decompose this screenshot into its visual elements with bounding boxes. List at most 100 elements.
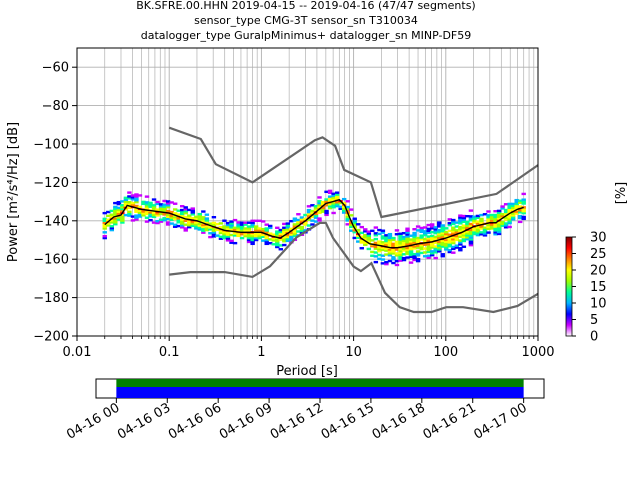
density-cell [412, 256, 417, 260]
density-cell [401, 247, 407, 250]
density-cell [282, 232, 287, 235]
density-cell [271, 239, 276, 242]
low-noise-model-line [169, 221, 539, 314]
density-cell [412, 252, 417, 256]
density-cell [201, 210, 206, 213]
density-cell [475, 216, 481, 220]
density-cell [208, 235, 213, 239]
density-cell [331, 196, 336, 199]
density-cell [461, 218, 467, 222]
density-cell [243, 223, 248, 226]
density-cell [472, 227, 477, 230]
density-cell [345, 219, 350, 222]
density-cell [201, 218, 206, 221]
density-cell [331, 202, 336, 205]
density-cell [412, 258, 417, 262]
density-cell [127, 214, 132, 217]
colorbar-tick-label: 10 [590, 297, 607, 312]
density-cell [183, 229, 188, 232]
density-cell [194, 215, 199, 219]
density-cell [292, 225, 298, 228]
density-cell [268, 238, 273, 241]
density-cell [447, 250, 452, 254]
density-cell [440, 231, 445, 235]
density-cell [320, 206, 326, 210]
density-cell [331, 211, 336, 215]
density-cell [384, 243, 389, 247]
density-cell [204, 217, 210, 220]
density-cell [176, 217, 181, 220]
density-cell [208, 232, 213, 235]
density-cell [426, 239, 431, 242]
density-cell [268, 224, 273, 228]
density-cell [116, 212, 122, 215]
density-cell [468, 234, 474, 237]
density-cell [345, 223, 350, 226]
density-cell [433, 237, 438, 241]
density-cell [398, 255, 403, 258]
density-cell [250, 221, 255, 224]
density-cell [257, 229, 262, 232]
density-cell [447, 237, 452, 240]
density-cell [165, 223, 171, 226]
density-cell [148, 201, 153, 205]
density-cell [204, 226, 210, 230]
density-cell [165, 217, 171, 220]
density-cell [303, 217, 308, 221]
density-cell [306, 205, 312, 208]
density-cell [208, 228, 213, 231]
density-cell [405, 242, 410, 246]
density-cell [180, 224, 185, 227]
density-cell [327, 191, 333, 195]
density-cell [169, 222, 174, 225]
density-cell [141, 212, 146, 215]
density-cell [225, 225, 231, 229]
density-cell [458, 233, 463, 237]
density-cell [246, 240, 252, 244]
density-cell [201, 216, 206, 219]
density-cell [405, 233, 410, 236]
density-cell [341, 209, 347, 212]
density-cell [380, 242, 386, 246]
density-cell [260, 227, 266, 231]
density-cell [113, 217, 118, 220]
density-cell [514, 210, 519, 213]
density-cell [275, 240, 280, 243]
density-cell [507, 218, 512, 221]
density-cell [468, 238, 474, 241]
density-cell [415, 257, 421, 261]
x-tick-label: 100 [433, 345, 458, 360]
density-cell [433, 249, 438, 252]
density-cell [144, 195, 150, 198]
density-cell [493, 219, 498, 222]
density-cell [444, 240, 449, 243]
density-cell [444, 246, 449, 249]
density-cell [165, 200, 171, 203]
density-cell [222, 232, 227, 236]
density-cell [113, 221, 118, 224]
density-cell [123, 198, 129, 201]
density-cell [134, 195, 139, 198]
density-cell [433, 226, 438, 229]
density-cell [155, 200, 160, 204]
density-cell [415, 240, 421, 244]
density-cell [144, 205, 150, 208]
density-cell [155, 214, 160, 217]
density-cell [289, 231, 294, 234]
figure-title: BK.SFRE.00.HHN 2019-04-15 -- 2019-04-16 … [136, 0, 475, 42]
density-cell [429, 242, 435, 245]
density-cell [479, 231, 484, 234]
density-cell [461, 232, 467, 235]
density-cell [475, 230, 481, 233]
density-cell [363, 237, 368, 241]
density-cell [440, 245, 445, 248]
density-cell [345, 209, 350, 213]
density-cell [345, 217, 350, 220]
density-cell [503, 218, 509, 221]
density-cell [426, 243, 431, 246]
density-cell [373, 247, 379, 250]
density-cell [496, 221, 502, 224]
density-cell [412, 235, 417, 239]
density-cell [472, 232, 477, 236]
